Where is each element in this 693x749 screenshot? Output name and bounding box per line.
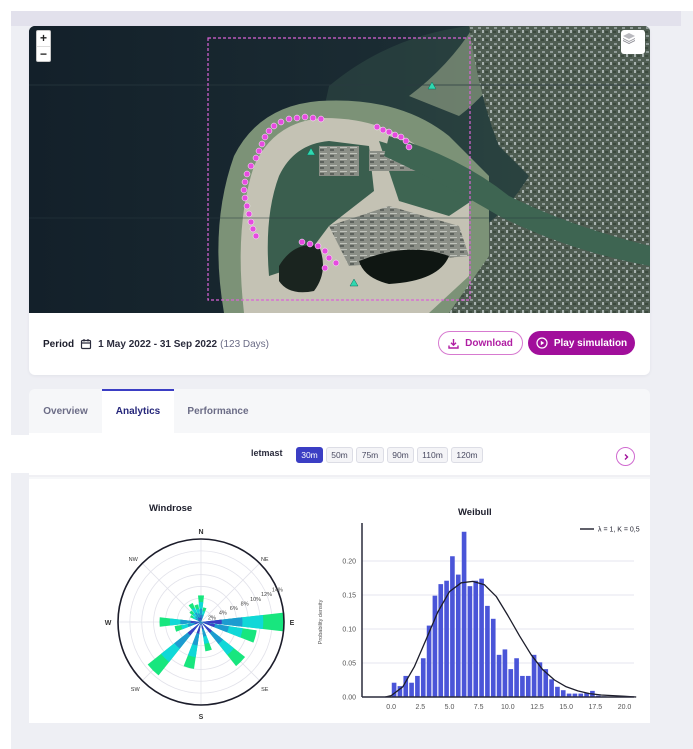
- calendar-icon: [81, 339, 92, 350]
- svg-text:20.0: 20.0: [618, 704, 632, 711]
- period-days: (123 Days): [220, 338, 270, 350]
- svg-text:NE: NE: [261, 557, 269, 563]
- charts-area: Windrose N NE E SE S SW W NW 2% 4% 6% 8% 10% 12% 14% W…: [29, 479, 650, 723]
- svg-text:10%: 10%: [250, 597, 261, 603]
- download-button[interactable]: Download: [438, 331, 523, 355]
- play-simulation-label: Play simulation: [553, 337, 628, 349]
- weibull-chart: 0.00 0.05 0.10 0.15 0.20 0.0 2.5 5.0 7.5 10.0 12.5…: [318, 523, 640, 711]
- zoom-out-button[interactable]: −: [37, 45, 50, 62]
- play-simulation-button[interactable]: Play simulation: [528, 331, 635, 355]
- period-label: Period: [43, 338, 75, 350]
- svg-text:S: S: [199, 714, 204, 721]
- play-circle-icon: [536, 337, 548, 349]
- svg-text:W: W: [105, 620, 112, 627]
- zoom-in-button[interactable]: +: [39, 31, 47, 46]
- layers-icon: [623, 33, 635, 44]
- height-button-75m[interactable]: 75m: [356, 447, 384, 463]
- height-button-30m[interactable]: 30m: [296, 447, 323, 463]
- svg-text:2%: 2%: [208, 615, 216, 621]
- svg-text:NW: NW: [129, 557, 139, 563]
- analytics-card: Overview Analytics Performance letmast 3…: [29, 389, 650, 723]
- svg-text:12.5: 12.5: [530, 704, 544, 711]
- height-button-120m[interactable]: 120m: [451, 447, 483, 463]
- layers-button[interactable]: [621, 30, 645, 54]
- period-range: 1 May 2022 - 31 Sep 2022: [98, 338, 218, 350]
- svg-text:4%: 4%: [219, 611, 227, 617]
- height-button-110m[interactable]: 110m: [417, 447, 448, 463]
- svg-text:E: E: [290, 620, 295, 627]
- svg-text:8%: 8%: [241, 601, 249, 607]
- metmast-label: letmast: [251, 448, 283, 458]
- svg-text:0.00: 0.00: [342, 695, 356, 702]
- height-button-90m[interactable]: 90m: [387, 447, 414, 463]
- svg-text:0.0: 0.0: [386, 704, 396, 711]
- satellite-map[interactable]: + −: [29, 26, 650, 313]
- left-edge-strip: [11, 435, 29, 473]
- svg-text:6%: 6%: [230, 606, 238, 612]
- svg-text:0.05: 0.05: [342, 661, 356, 668]
- svg-text:0.10: 0.10: [342, 627, 356, 634]
- download-label: Download: [465, 337, 513, 349]
- height-button-50m[interactable]: 50m: [326, 447, 353, 463]
- tab-analytics[interactable]: Analytics: [102, 389, 174, 433]
- map-imagery: [29, 26, 650, 313]
- svg-text:10.0: 10.0: [501, 704, 515, 711]
- svg-text:5.0: 5.0: [445, 704, 455, 711]
- download-icon: [448, 338, 459, 349]
- map-card: + − Period 1 May 2022 - 31 Sep 2022 (123…: [29, 26, 650, 375]
- svg-text:N: N: [198, 529, 203, 536]
- svg-text:SE: SE: [261, 687, 269, 693]
- metmast-selector-bar: letmast 30m 50m 75m 90m 110m 120m: [29, 433, 650, 477]
- map-zoom-control: + −: [36, 30, 51, 62]
- windrose-chart: N NE E SE S SW W NW 2%4%6%8%10%12%14%: [105, 529, 295, 721]
- svg-text:Probability density: Probability density: [318, 599, 324, 644]
- chevron-right-icon: [624, 453, 628, 460]
- tab-bar: Overview Analytics Performance: [29, 389, 262, 433]
- svg-text:7.5: 7.5: [474, 704, 484, 711]
- svg-text:12%: 12%: [261, 592, 272, 598]
- next-button[interactable]: [616, 447, 635, 466]
- svg-text:17.5: 17.5: [589, 704, 603, 711]
- svg-text:λ = 1, K = 0,5: λ = 1, K = 0,5: [598, 527, 640, 534]
- windrose-title: Windrose: [149, 503, 193, 514]
- svg-text:15.0: 15.0: [559, 704, 573, 711]
- period-bar: Period 1 May 2022 - 31 Sep 2022 (123 Day…: [29, 313, 650, 375]
- page-header-strip: [11, 11, 681, 26]
- tab-overview[interactable]: Overview: [43, 405, 88, 417]
- svg-text:14%: 14%: [272, 588, 283, 594]
- svg-text:0.15: 0.15: [342, 593, 356, 600]
- svg-text:0.20: 0.20: [342, 559, 356, 566]
- svg-text:SW: SW: [131, 687, 141, 693]
- page-footer-strip: [11, 723, 693, 749]
- weibull-title: Weibull: [458, 507, 492, 518]
- svg-text:2.5: 2.5: [415, 704, 425, 711]
- tab-performance[interactable]: Performance: [187, 405, 249, 417]
